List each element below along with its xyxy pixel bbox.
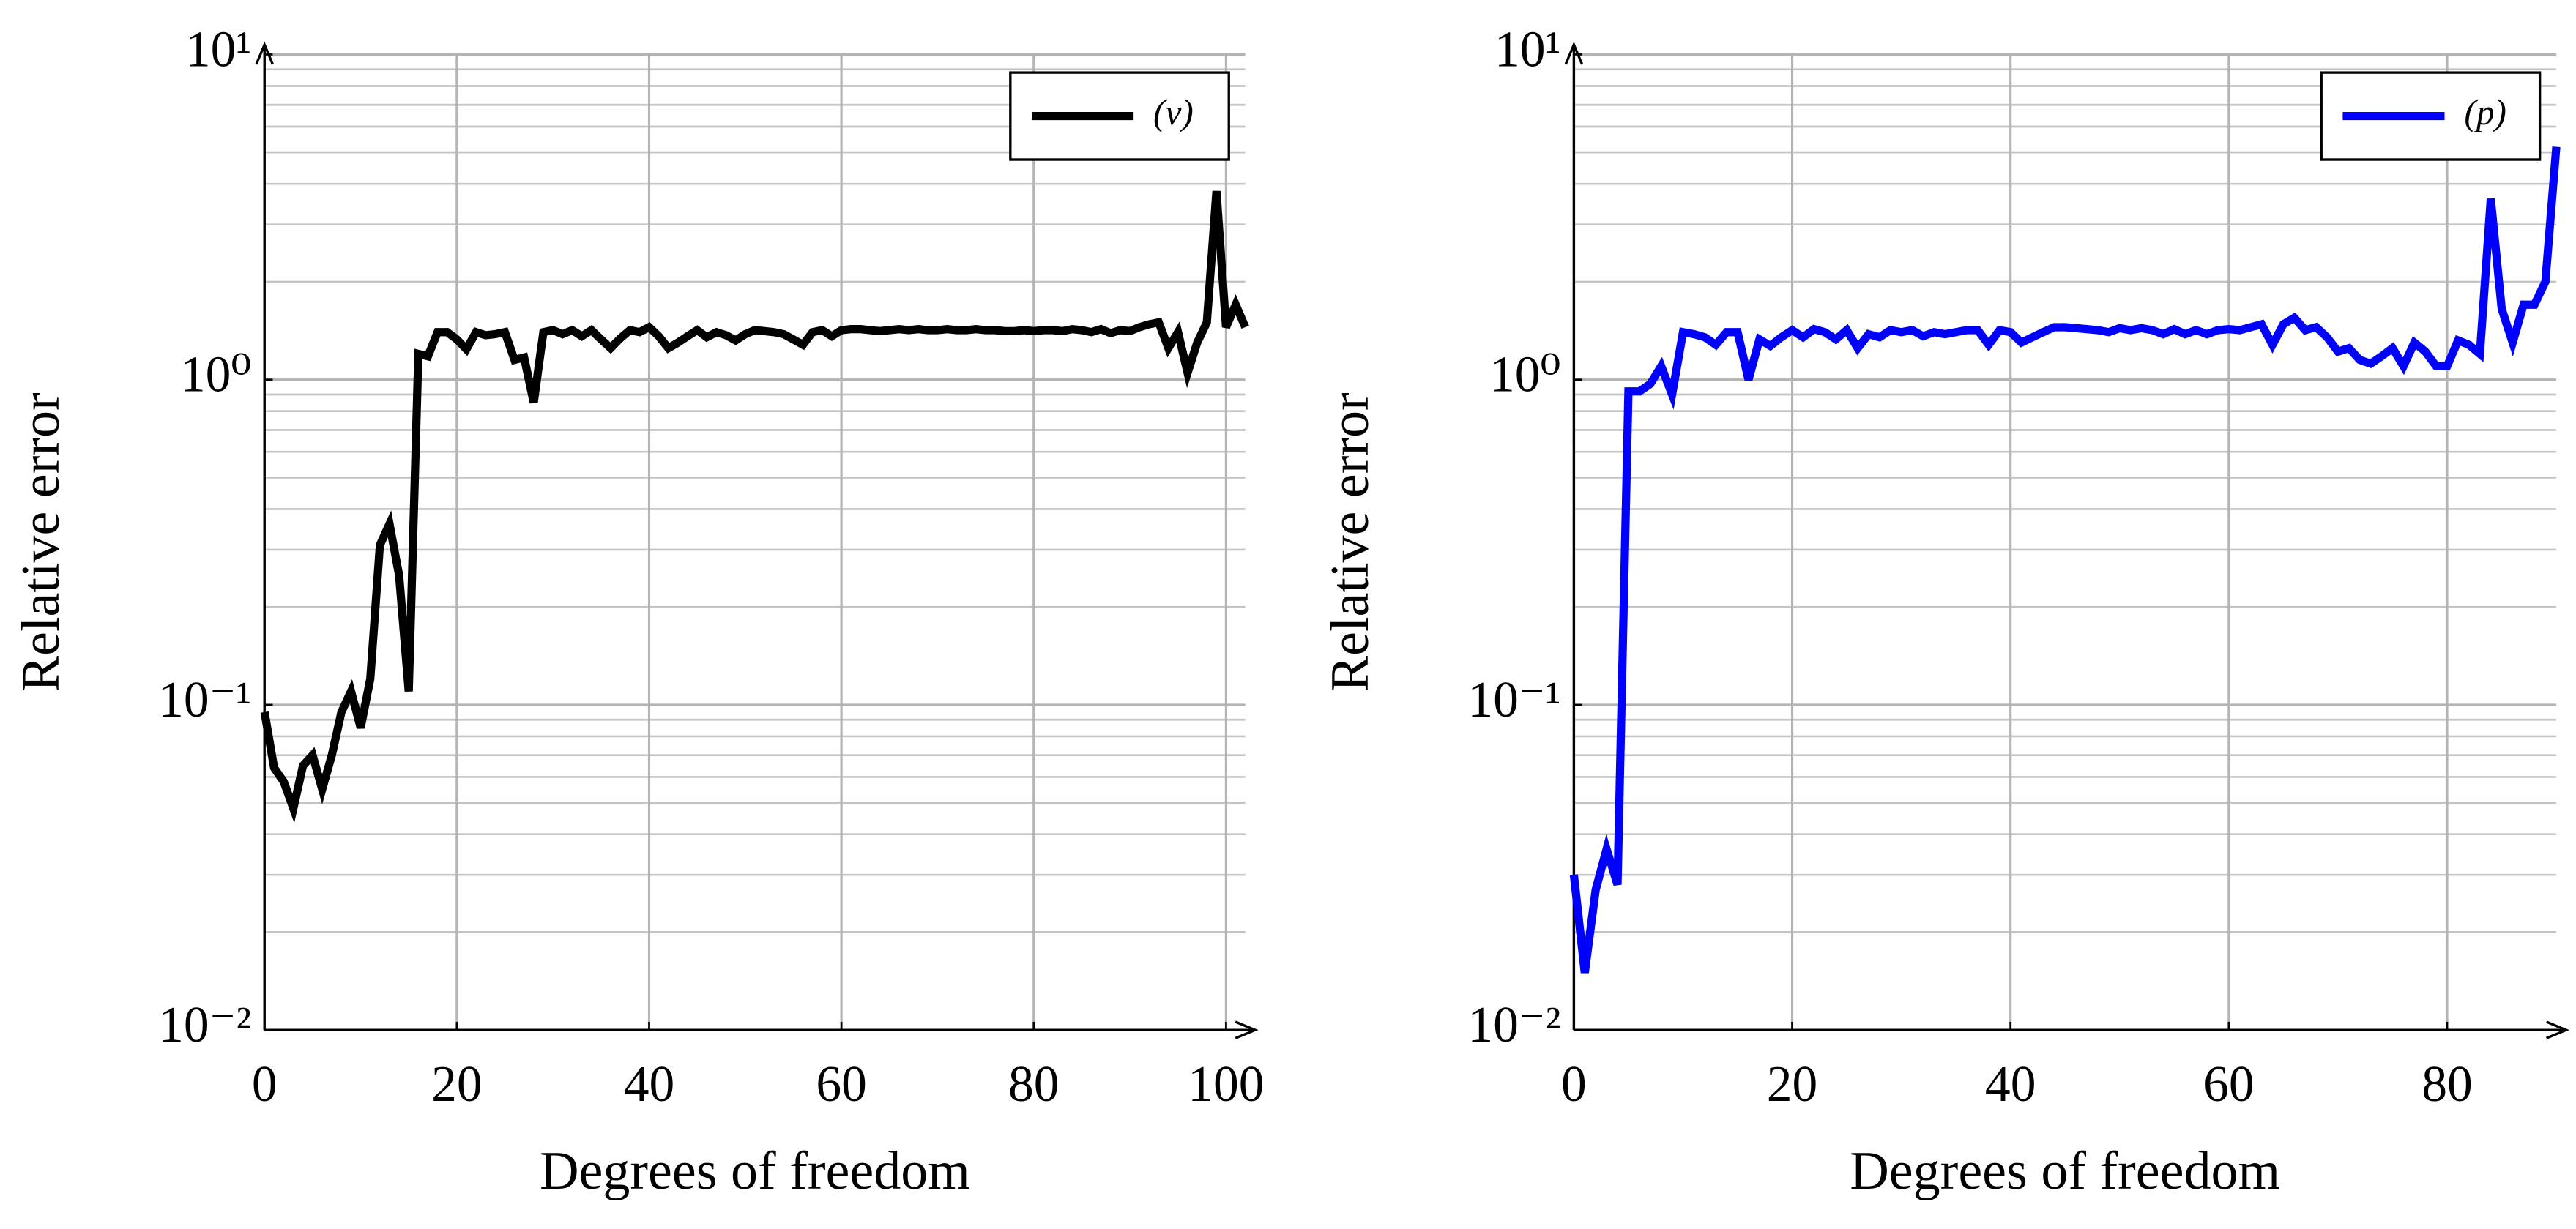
x-axis-arrow bbox=[1235, 1020, 1259, 1039]
x-tick-label: 100 bbox=[1188, 1056, 1264, 1113]
y-tick-label: 10⁻² bbox=[158, 997, 251, 1053]
x-axis-label: Degrees of freedom bbox=[540, 1141, 970, 1201]
x-tick-label: 0 bbox=[252, 1056, 278, 1113]
y-tick-label: 10⁰ bbox=[180, 347, 251, 403]
y-tick-label: 10¹ bbox=[1494, 21, 1560, 78]
x-axis-arrow bbox=[2545, 1020, 2569, 1039]
y-axis-label: Relative error bbox=[11, 392, 71, 692]
x-tick-label: 20 bbox=[1767, 1056, 1818, 1113]
x-axis-label: Degrees of freedom bbox=[1850, 1141, 2280, 1201]
x-tick-label: 60 bbox=[2203, 1056, 2255, 1113]
data-line bbox=[1569, 146, 2561, 974]
legend-label: (v) bbox=[1153, 92, 1194, 132]
plot: 10⁻² 10⁻¹ 10⁰ 10¹ 0 20 40 60 80 100 Degrees of fre… bbox=[11, 21, 1265, 1200]
x-tick-label: 20 bbox=[431, 1056, 483, 1113]
legend: (p) bbox=[2320, 71, 2542, 161]
data-line bbox=[260, 190, 1249, 823]
x-tick-label: 0 bbox=[1561, 1056, 1587, 1113]
legend: (v) bbox=[1009, 71, 1230, 161]
y-tick-label: 10⁻² bbox=[1467, 997, 1560, 1053]
x-tick-label: 60 bbox=[816, 1056, 867, 1113]
x-tick-label: 40 bbox=[1985, 1056, 2036, 1113]
y-tick-label: 10⁻¹ bbox=[1467, 672, 1560, 728]
y-axis-arrow bbox=[255, 41, 274, 65]
x-tick-label: 40 bbox=[624, 1056, 675, 1113]
x-tick-label: 80 bbox=[1008, 1056, 1060, 1113]
y-tick-label: 10¹ bbox=[185, 21, 251, 78]
y-tick-label: 10⁰ bbox=[1489, 347, 1560, 403]
plot: 10⁻² 10⁻¹ 10⁰ 10¹ 0 20 40 60 80 Degrees of freedo… bbox=[1320, 21, 2569, 1201]
y-tick-label: 10⁻¹ bbox=[158, 672, 251, 728]
x-tick-label: 80 bbox=[2421, 1056, 2473, 1113]
y-axis-arrow bbox=[1564, 41, 1584, 65]
legend-label: (p) bbox=[2464, 92, 2506, 132]
y-axis-label: Relative error bbox=[1320, 392, 1380, 692]
